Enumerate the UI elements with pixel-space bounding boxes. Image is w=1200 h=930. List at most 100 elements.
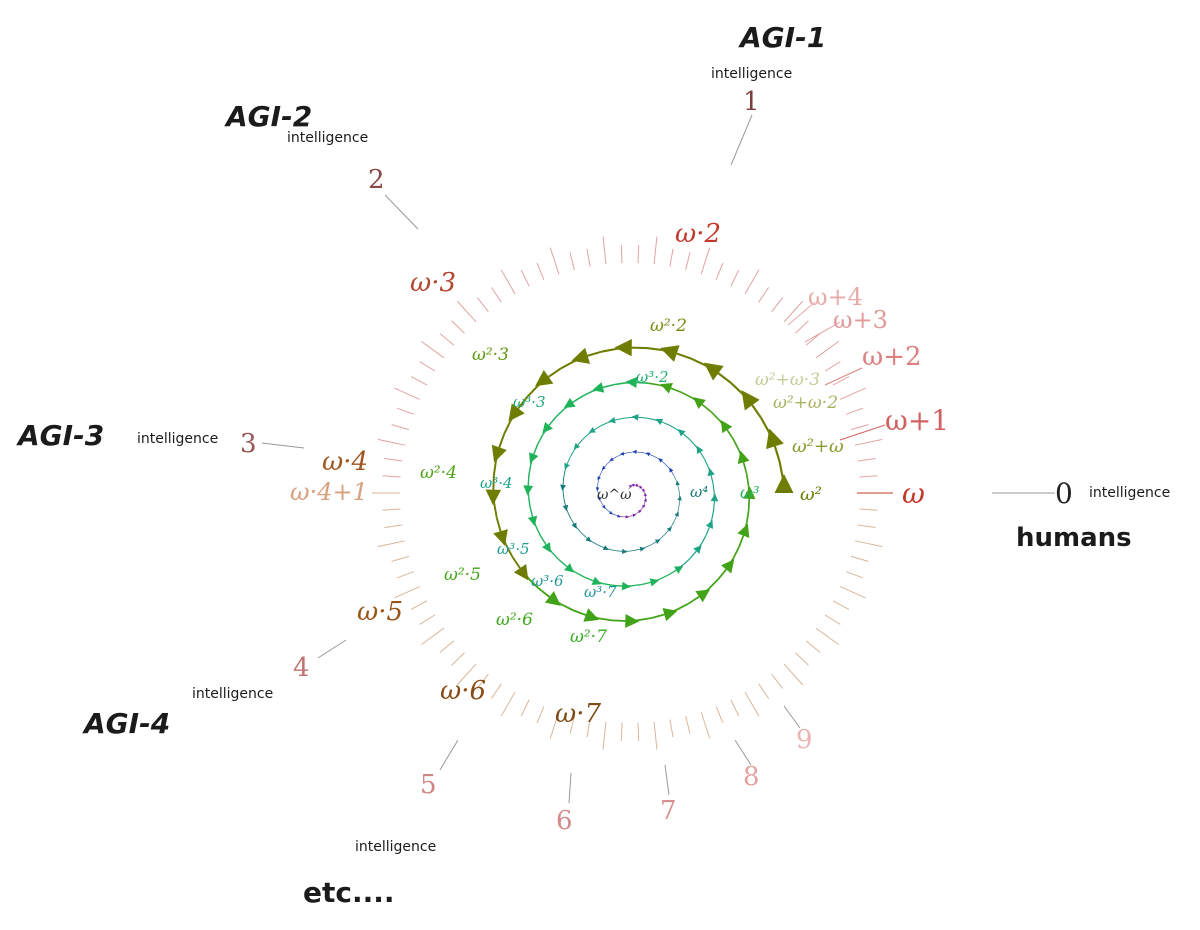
spiral-segment xyxy=(671,520,675,526)
ring-tick xyxy=(620,722,623,741)
ring-tick xyxy=(859,475,878,478)
ring-tick xyxy=(783,300,804,323)
ring-tick xyxy=(685,252,691,270)
spiral-segment xyxy=(653,419,662,423)
spiral-segment xyxy=(583,576,594,582)
ring-tick xyxy=(685,716,691,734)
spiral-segment xyxy=(705,527,710,536)
spiral-segment xyxy=(678,489,680,496)
spiral-segment xyxy=(719,420,728,431)
spiral-segment xyxy=(638,416,647,419)
note-intelligence-4: intelligence xyxy=(192,686,273,702)
ring-tick xyxy=(620,245,623,264)
spiral-segment xyxy=(619,453,624,456)
label-omega2-times-3: ω²·3 xyxy=(472,345,509,365)
number-6: 6 xyxy=(556,806,573,836)
spiral-segment xyxy=(567,511,571,519)
spiral-segment xyxy=(526,385,539,398)
spiral-segment xyxy=(597,544,605,549)
ring-tick xyxy=(451,320,465,334)
label-omega2-times-7: ω²·7 xyxy=(570,627,607,647)
spiral-segment xyxy=(569,450,575,458)
label-omega3: ω³ xyxy=(740,483,759,502)
spiral-segment xyxy=(638,617,652,622)
spiral-segment xyxy=(531,516,537,527)
spiral-segment xyxy=(742,523,748,536)
spiral-segment xyxy=(573,444,579,452)
spiral-segment xyxy=(708,518,713,528)
ring-tick xyxy=(586,719,591,738)
spiral-segment xyxy=(612,456,617,460)
ring-tick xyxy=(384,524,403,529)
spiral-segment xyxy=(563,498,566,506)
spiral-segment xyxy=(640,452,646,454)
ring-tick xyxy=(569,252,575,270)
spiral-segment xyxy=(659,384,672,389)
spiral-segment xyxy=(760,417,770,433)
leader-line xyxy=(839,424,886,441)
spiral-segment xyxy=(687,595,700,605)
spiral-segment xyxy=(566,457,571,465)
spiral-segment xyxy=(612,584,623,587)
spiral-segment xyxy=(649,454,654,457)
leader-line xyxy=(787,301,816,326)
ring-tick xyxy=(451,652,465,666)
ring-tick xyxy=(377,540,406,548)
label-omega2-times-5: ω²·5 xyxy=(444,565,481,585)
label-omega-plus-1: ω+1 xyxy=(885,404,949,437)
spiral-segment xyxy=(738,535,745,548)
spiral-segment xyxy=(555,408,565,418)
number-0: 0 xyxy=(1055,477,1073,510)
spiral-segment xyxy=(661,460,666,465)
leader-line xyxy=(804,321,841,343)
ring-tick xyxy=(391,424,410,431)
spiral-segment xyxy=(535,526,542,537)
spiral-arrowhead xyxy=(632,513,637,517)
label-omega-to-omega: ω^ω xyxy=(597,487,632,503)
spiral-segment xyxy=(677,484,680,490)
ring-tick xyxy=(520,269,530,287)
spiral-segment xyxy=(710,411,721,422)
spiral-segment xyxy=(617,515,621,517)
spiral-arrowhead xyxy=(602,505,606,510)
spiral-arrowhead xyxy=(588,426,596,433)
spiral-segment xyxy=(711,509,715,519)
spiral-segment xyxy=(582,533,588,539)
spiral-segment xyxy=(710,475,714,484)
label-omega: ω xyxy=(902,477,925,510)
spiral-segment xyxy=(745,474,750,487)
spiral-segment xyxy=(601,503,604,507)
spiral-segment xyxy=(519,567,530,580)
ring-tick xyxy=(602,721,607,750)
label-omega-plus-3: ω+3 xyxy=(833,306,888,334)
spiral-arrowhead xyxy=(628,484,632,488)
spiral-segment xyxy=(689,550,697,559)
spiral-segment xyxy=(528,464,532,476)
number-9: 9 xyxy=(796,725,813,755)
label-omega2-plus-omega-3: ω²+ω·3 xyxy=(755,370,820,390)
spiral-arrowhead xyxy=(696,445,704,454)
ring-tick xyxy=(730,269,740,287)
spiral-arrowhead xyxy=(654,539,661,544)
spiral-segment xyxy=(657,458,662,462)
spiral-segment xyxy=(699,451,706,460)
spiral-arrowhead xyxy=(695,589,711,603)
spiral-segment xyxy=(695,543,703,552)
ring-tick xyxy=(845,407,864,415)
spiral-segment xyxy=(533,443,539,455)
spiral-segment xyxy=(676,510,679,516)
spiral-segment xyxy=(628,515,631,517)
label-omega-times-7: ω·7 xyxy=(555,699,601,729)
ring-tick xyxy=(839,387,866,400)
spiral-segment xyxy=(659,574,669,580)
spiral-segment xyxy=(495,517,502,532)
spiral-segment xyxy=(670,387,683,394)
spiral-segment xyxy=(587,537,593,543)
spiral-segment xyxy=(676,603,689,611)
ring-tick xyxy=(795,652,809,666)
spiral-segment xyxy=(667,569,677,576)
note-agi-2: AGI-2 xyxy=(224,100,312,133)
spiral-segment xyxy=(643,491,645,493)
spiral-segment xyxy=(570,517,575,525)
spiral-segment xyxy=(528,578,540,590)
